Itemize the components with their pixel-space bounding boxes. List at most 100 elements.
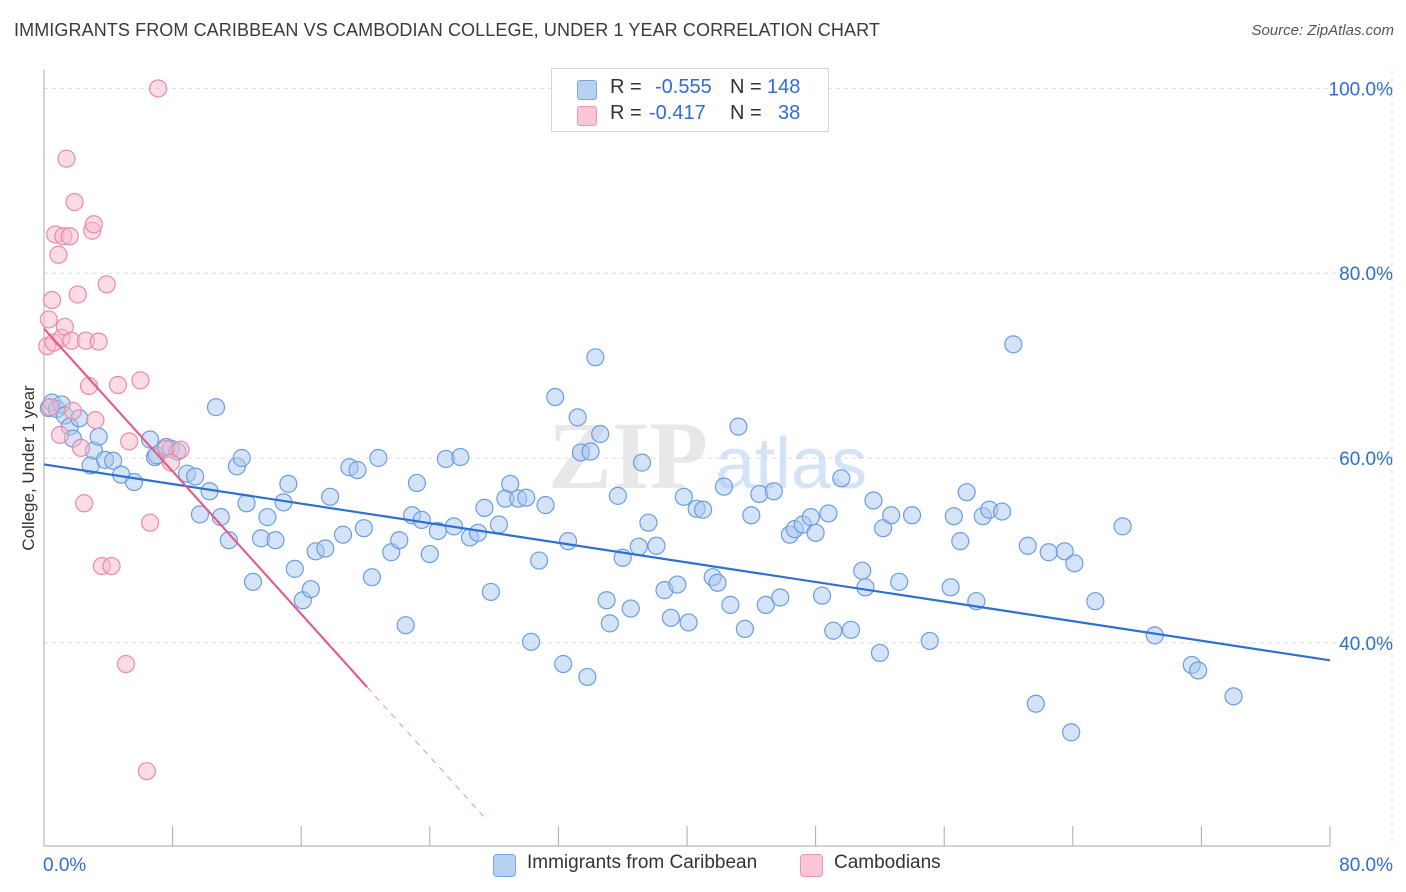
point-caribbean bbox=[581, 442, 600, 461]
point-caribbean bbox=[362, 568, 382, 587]
point-caribbean bbox=[714, 477, 734, 496]
point-caribbean bbox=[819, 504, 838, 523]
point-caribbean bbox=[729, 417, 748, 436]
point-caribbean bbox=[1039, 543, 1058, 562]
point-caribbean bbox=[521, 632, 541, 651]
point-caribbean bbox=[568, 408, 587, 427]
point-caribbean bbox=[232, 448, 251, 468]
point-caribbean bbox=[621, 599, 640, 618]
point-cambodians bbox=[42, 290, 62, 310]
point-caribbean bbox=[771, 588, 790, 607]
point-caribbean bbox=[501, 474, 520, 493]
point-caribbean bbox=[1189, 661, 1208, 680]
point-caribbean bbox=[591, 424, 610, 444]
point-caribbean bbox=[475, 498, 494, 517]
series-cambodians-points bbox=[38, 79, 190, 781]
point-caribbean bbox=[944, 507, 963, 526]
legend-r-label: R = bbox=[610, 76, 642, 98]
gridlines bbox=[44, 70, 1393, 846]
point-caribbean bbox=[756, 595, 775, 614]
point-caribbean bbox=[558, 532, 578, 551]
point-caribbean bbox=[124, 472, 144, 492]
point-caribbean bbox=[420, 544, 439, 564]
chart-title: IMMIGRANTS FROM CARIBBEAN VS CAMBODIAN C… bbox=[14, 20, 880, 40]
point-caribbean bbox=[1113, 517, 1132, 536]
point-caribbean bbox=[721, 595, 740, 614]
trend-line-caribbean bbox=[43, 463, 1331, 662]
point-caribbean bbox=[679, 613, 698, 632]
point-caribbean bbox=[536, 496, 555, 515]
point-cambodians bbox=[89, 332, 108, 351]
point-caribbean bbox=[629, 537, 648, 556]
point-caribbean bbox=[369, 448, 388, 468]
point-caribbean bbox=[812, 586, 832, 605]
point-cambodians bbox=[71, 438, 91, 457]
point-caribbean bbox=[890, 572, 909, 591]
point-cambodians bbox=[63, 401, 83, 420]
point-caribbean bbox=[390, 531, 409, 550]
point-caribbean bbox=[853, 561, 872, 580]
bottom-legend-swatch-cambodians bbox=[800, 854, 823, 877]
point-caribbean bbox=[801, 508, 820, 527]
point-caribbean bbox=[279, 474, 298, 493]
point-caribbean bbox=[1026, 694, 1045, 713]
point-caribbean bbox=[396, 616, 415, 635]
point-caribbean bbox=[874, 519, 893, 538]
point-cambodians bbox=[140, 513, 160, 532]
point-caribbean bbox=[554, 654, 573, 674]
point-caribbean bbox=[321, 487, 340, 506]
point-cambodians bbox=[131, 371, 150, 390]
point-caribbean bbox=[1004, 335, 1023, 354]
point-cambodians bbox=[102, 556, 121, 576]
point-caribbean bbox=[140, 430, 160, 449]
point-caribbean bbox=[206, 398, 226, 417]
point-cambodians bbox=[86, 411, 105, 430]
point-caribbean bbox=[941, 578, 960, 597]
point-caribbean bbox=[481, 582, 500, 602]
point-caribbean bbox=[742, 506, 761, 525]
point-caribbean bbox=[530, 551, 549, 570]
point-caribbean bbox=[920, 631, 939, 651]
y-tick-label: 80.0% bbox=[1339, 264, 1393, 285]
point-caribbean bbox=[951, 532, 970, 551]
point-caribbean bbox=[832, 469, 851, 488]
point-cambodians bbox=[65, 193, 84, 212]
point-caribbean bbox=[348, 460, 367, 480]
legend-n-value: 38 bbox=[778, 102, 801, 124]
point-caribbean bbox=[668, 575, 687, 594]
point-cambodians bbox=[84, 215, 103, 234]
point-caribbean bbox=[864, 491, 883, 510]
point-caribbean bbox=[856, 578, 875, 597]
point-caribbean bbox=[258, 508, 277, 527]
point-cambodians bbox=[60, 227, 79, 246]
point-caribbean bbox=[266, 531, 285, 550]
legend-n-value: 148 bbox=[767, 76, 801, 98]
legend-swatch-caribbean bbox=[577, 80, 597, 100]
watermark-atlas: atlas bbox=[715, 424, 867, 504]
point-caribbean bbox=[468, 523, 488, 542]
point-cambodians bbox=[97, 275, 116, 294]
point-caribbean bbox=[301, 580, 320, 599]
point-caribbean bbox=[412, 510, 431, 529]
point-caribbean bbox=[870, 643, 890, 663]
point-caribbean bbox=[992, 502, 1012, 521]
point-caribbean bbox=[586, 348, 605, 367]
bottom-legend-swatch-caribbean bbox=[493, 854, 516, 877]
y-tick-label: 40.0% bbox=[1339, 634, 1393, 655]
point-caribbean bbox=[632, 453, 652, 472]
point-caribbean bbox=[316, 539, 335, 558]
point-caribbean bbox=[902, 506, 922, 525]
point-cambodians bbox=[149, 79, 168, 98]
point-cambodians bbox=[41, 398, 60, 417]
point-caribbean bbox=[89, 427, 108, 446]
point-caribbean bbox=[243, 572, 263, 591]
legend-n-label: N = bbox=[730, 76, 762, 98]
point-caribbean bbox=[190, 505, 210, 524]
point-cambodians bbox=[75, 494, 94, 513]
point-caribbean bbox=[333, 525, 353, 544]
source-note: Source: ZipAtlas.com bbox=[1251, 22, 1394, 39]
point-caribbean bbox=[957, 483, 976, 502]
point-cambodians bbox=[108, 375, 128, 395]
point-caribbean bbox=[841, 620, 861, 639]
point-caribbean bbox=[546, 387, 565, 407]
